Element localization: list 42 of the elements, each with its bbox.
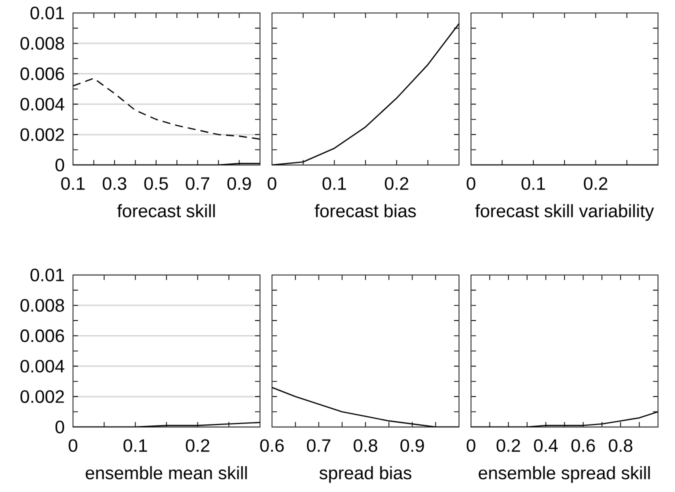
- x-axis-title: forecast skill: [117, 204, 215, 218]
- y-tick-label: 0.01: [30, 6, 64, 20]
- y-tick-label: 0.01: [30, 268, 64, 282]
- x-axis-title: ensemble spread skill: [478, 466, 650, 483]
- x-tick-label: 0.9: [400, 439, 424, 452]
- x-tick-label: 0.1: [522, 177, 545, 190]
- x-tick-label: 0.2: [384, 177, 408, 190]
- x-tick-label: 0.6: [260, 439, 284, 452]
- x-tick-label: 0.2: [186, 439, 210, 452]
- x-tick-label: 0.5: [144, 177, 168, 190]
- x-tick-label: 0.7: [306, 439, 330, 452]
- y-tick-label: 0.008: [20, 299, 64, 312]
- x-tick-label: 0.3: [102, 177, 126, 190]
- x-tick-label: 0.1: [322, 177, 346, 190]
- x-tick-label: 0.7: [186, 177, 210, 190]
- y-tick-label: 0.004: [20, 360, 64, 373]
- y-tick-label: 0.006: [20, 67, 64, 80]
- x-tick-label: 0.8: [608, 439, 632, 452]
- x-tick-label: 0.8: [354, 439, 378, 452]
- x-tick-label: 0.4: [534, 439, 558, 452]
- y-tick-label: 0.002: [20, 128, 64, 141]
- y-tick-label: 0: [56, 158, 64, 172]
- x-axis-title: forecast skill variability: [475, 204, 654, 221]
- y-tick-label: 0.008: [20, 37, 64, 50]
- x-tick-label: 0.1: [61, 177, 85, 190]
- x-tick-label: 0: [268, 177, 276, 190]
- x-tick-label: 0: [466, 439, 476, 452]
- x-tick-label: 0.9: [227, 177, 251, 190]
- y-tick-label: 0: [56, 420, 64, 434]
- y-tick-label: 0.004: [20, 98, 64, 111]
- y-tick-label: 0.006: [20, 329, 64, 342]
- x-axis-title: ensemble mean skill: [86, 466, 247, 480]
- line-series: [73, 78, 260, 140]
- x-tick-label: 0.6: [571, 439, 595, 452]
- y-tick-label: 0.002: [20, 390, 64, 403]
- x-axis-title: forecast bias: [314, 204, 416, 218]
- x-tick-label: 0: [68, 439, 78, 452]
- x-axis-title: spread bias: [319, 466, 412, 483]
- x-tick-label: 0.2: [584, 177, 608, 190]
- x-tick-label: 0.1: [124, 439, 147, 452]
- x-tick-label: 0.2: [496, 439, 520, 452]
- x-tick-label: 0: [466, 177, 476, 190]
